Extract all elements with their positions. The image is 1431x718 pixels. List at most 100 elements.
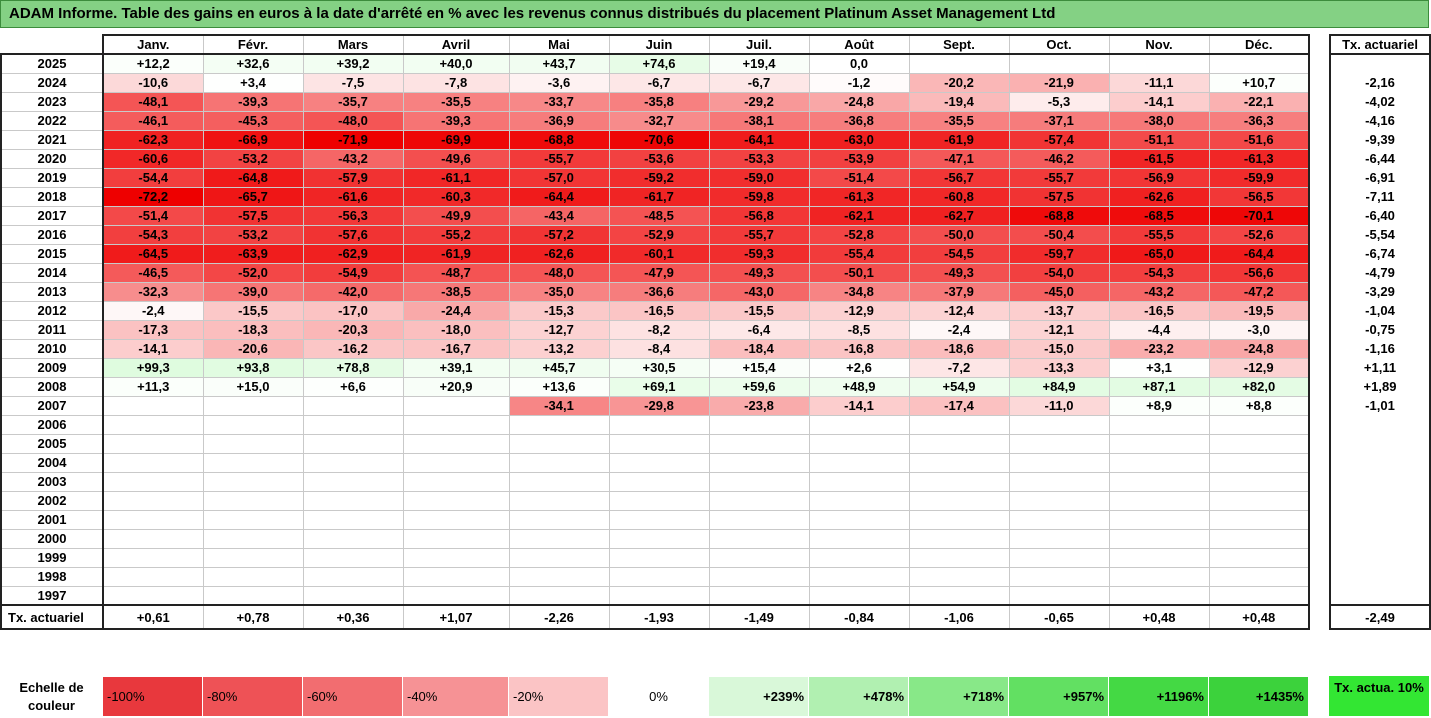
gain-cell: [508, 490, 610, 511]
gain-cell: -61,9: [908, 129, 1010, 150]
gain-cell: -56,8: [708, 205, 810, 226]
gain-cell: -62,3: [102, 129, 204, 150]
gain-cell: -55,5: [1108, 224, 1210, 245]
year-label: 2007: [0, 395, 104, 416]
gain-cell: -8,2: [608, 319, 710, 340]
gain-cell: [102, 547, 204, 568]
table-row: 2015 -64,5 -63,9 -62,9 -61,9 -62,6 -60,1 -59,3-…: [0, 243, 1310, 264]
annual-rate-table: Tx. actuariel -2,16 -4,02 -4,16 -9,39 -6,44-…: [1329, 34, 1431, 630]
gain-cell: [1208, 414, 1310, 435]
year-label: 2004: [0, 452, 104, 473]
gain-cell: -59,9: [1208, 167, 1310, 188]
table-row: 2016 -54,3 -53,2 -57,6 -55,2 -57,2 -52,9 -55,7-…: [0, 224, 1310, 245]
gain-cell: -71,9: [302, 129, 404, 150]
gain-cell: [808, 452, 910, 473]
gain-cell: -42,0: [302, 281, 404, 302]
year-label: 2025: [0, 53, 104, 74]
gain-cell: -49,3: [908, 262, 1010, 283]
annual-rate-row: [1329, 567, 1431, 586]
rate-summary-cell: -2,26: [508, 604, 610, 630]
gain-cell: -53,3: [708, 148, 810, 169]
gain-cell: [508, 452, 610, 473]
gain-cell: [302, 490, 404, 511]
table-row: 2019 -54,4 -64,8 -57,9 -61,1 -57,0 -59,2 -59,0-…: [0, 167, 1310, 188]
gain-cell: +48,9: [808, 376, 910, 397]
annual-rate-cell: -0,75: [1329, 320, 1431, 339]
gain-cell: +74,6: [608, 53, 710, 74]
gain-cell: -57,0: [508, 167, 610, 188]
year-label: 2021: [0, 129, 104, 150]
gain-cell: -18,3: [202, 319, 304, 340]
gain-cell: -70,1: [1208, 205, 1310, 226]
annual-rate-cell: -6,74: [1329, 244, 1431, 263]
gain-cell: -35,5: [908, 110, 1010, 131]
table-row: 2006: [0, 414, 1310, 435]
rate-summary-cell: +0,48: [1108, 604, 1210, 630]
gain-cell: [1008, 433, 1110, 454]
table-row: 2014 -46,5 -52,0 -54,9 -48,7 -48,0 -47,9 -49,3-…: [0, 262, 1310, 283]
gain-cell: [1008, 471, 1110, 492]
gain-cell: [708, 509, 810, 530]
annual-rate-row: -7,11: [1329, 187, 1431, 206]
legend-swatch: -100%: [102, 676, 203, 717]
gain-cell: [202, 547, 304, 568]
gain-cell: [1108, 452, 1210, 473]
table-row: 2004: [0, 452, 1310, 473]
annual-rate-cell: -3,29: [1329, 282, 1431, 301]
month-header-cell: Août: [808, 34, 910, 55]
gain-cell: -61,3: [1208, 148, 1310, 169]
rate-summary-cell: +1,07: [402, 604, 510, 630]
gain-cell: [1208, 509, 1310, 530]
gain-cell: -57,5: [202, 205, 304, 226]
gain-cell: [1008, 452, 1110, 473]
gain-cell: -48,1: [102, 91, 204, 112]
annual-rate-cell: -5,54: [1329, 225, 1431, 244]
year-label: 2024: [0, 72, 104, 93]
gain-cell: -23,8: [708, 395, 810, 416]
annual-rate-row: [1329, 510, 1431, 529]
gain-cell: -56,9: [1108, 167, 1210, 188]
gain-cell: -43,0: [708, 281, 810, 302]
month-header-cell: Oct.: [1008, 34, 1110, 55]
gain-cell: -24,8: [808, 91, 910, 112]
gain-cell: -57,2: [508, 224, 610, 245]
annual-rate-cell: [1329, 54, 1431, 73]
gain-cell: -35,0: [508, 281, 610, 302]
gain-cell: -33,7: [508, 91, 610, 112]
gain-cell: -47,2: [1208, 281, 1310, 302]
annual-rate-cell: -4,16: [1329, 111, 1431, 130]
gain-cell: -52,8: [808, 224, 910, 245]
gain-cell: [608, 566, 710, 587]
gain-cell: [302, 509, 404, 530]
gain-cell: [102, 395, 204, 416]
gain-cell: -61,6: [302, 186, 404, 207]
table-row: 2005: [0, 433, 1310, 454]
annual-rate-cell: -6,40: [1329, 206, 1431, 225]
gain-cell: -43,2: [1108, 281, 1210, 302]
gain-cell: -46,2: [1008, 148, 1110, 169]
annual-rate-header: Tx. actuariel: [1329, 34, 1431, 55]
gain-cell: -17,0: [302, 300, 404, 321]
table-row: 2025 +12,2 +32,6 +39,2 +40,0 +43,7 +74,6 +19,4 0…: [0, 53, 1310, 74]
gain-cell: -59,7: [1008, 243, 1110, 264]
gain-cell: [608, 452, 710, 473]
gain-cell: -15,0: [1008, 338, 1110, 359]
gain-cell: +93,8: [202, 357, 304, 378]
rate-summary-cell: +0,36: [302, 604, 404, 630]
gain-cell: -23,2: [1108, 338, 1210, 359]
annual-rate-cell: +1,89: [1329, 377, 1431, 396]
gain-cell: [808, 414, 910, 435]
annual-rate-row: -0,75: [1329, 320, 1431, 339]
gain-cell: [202, 414, 304, 435]
gain-cell: -35,5: [402, 91, 510, 112]
gain-cell: -64,4: [508, 186, 610, 207]
table-row: 2018 -72,2 -65,7 -61,6 -60,3 -64,4 -61,7 -59,8-…: [0, 186, 1310, 207]
gain-cell: +30,5: [608, 357, 710, 378]
table-row: 2024 -10,6 +3,4 -7,5 -7,8 -3,6 -6,7 -6,7 -1,2 -20…: [0, 72, 1310, 93]
gain-cell: [302, 547, 404, 568]
gain-cell: -56,3: [302, 205, 404, 226]
gain-cell: [1008, 509, 1110, 530]
gain-cell: -65,7: [202, 186, 304, 207]
gain-cell: [1208, 53, 1310, 74]
gain-cell: -55,4: [808, 243, 910, 264]
